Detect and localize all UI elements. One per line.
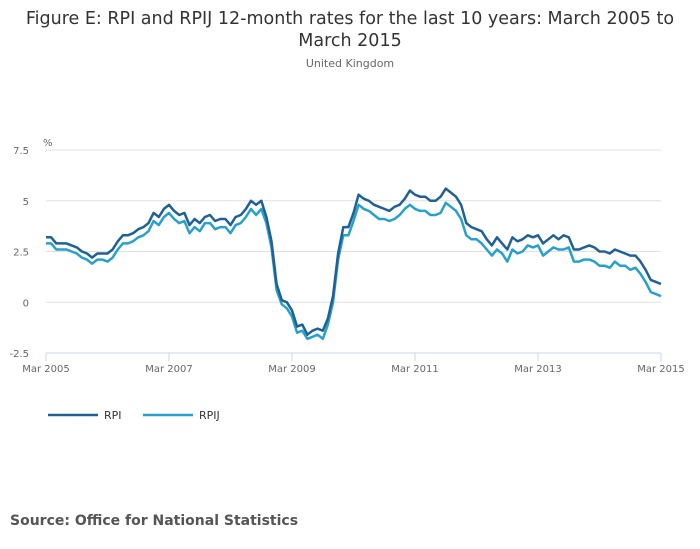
series-line-rpi bbox=[46, 187, 662, 336]
x-tick-label: Mar 2007 bbox=[145, 364, 193, 375]
chart-title: Figure E: RPI and RPIJ 12-month rates fo… bbox=[25, 9, 675, 51]
legend-label-rpi: RPI bbox=[104, 409, 122, 422]
x-tick-label: Mar 2013 bbox=[514, 364, 562, 375]
y-tick-label: 2.5 bbox=[13, 248, 29, 259]
y-axis-unit: % bbox=[43, 138, 53, 149]
legend-label-rpij: RPIJ bbox=[199, 409, 220, 422]
chart-subtitle: United Kingdom bbox=[305, 57, 395, 70]
y-tick-label: 7.5 bbox=[13, 146, 29, 157]
source-note: Source: Office for National Statistics bbox=[10, 513, 299, 529]
x-tick-label: Mar 2009 bbox=[268, 364, 316, 375]
y-tick-label: 5 bbox=[23, 197, 29, 208]
x-tick-label: Mar 2005 bbox=[22, 364, 70, 375]
y-tick-label: -2.5 bbox=[9, 349, 29, 360]
x-tick-label: Mar 2015 bbox=[637, 364, 685, 375]
series-line-rpij bbox=[46, 201, 662, 341]
y-tick-label: 0 bbox=[23, 298, 29, 309]
x-tick-label: Mar 2011 bbox=[391, 364, 439, 375]
